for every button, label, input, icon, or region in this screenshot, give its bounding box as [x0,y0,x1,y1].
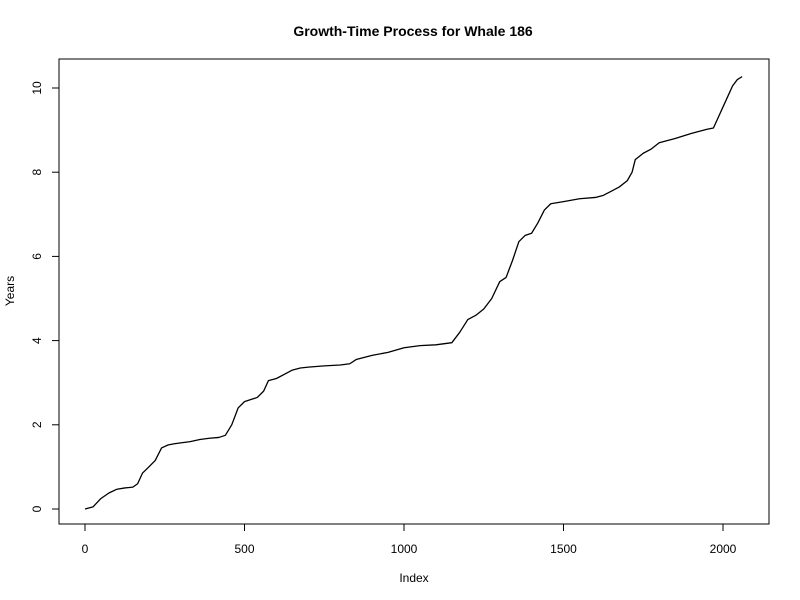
y-axis-label: Years [3,276,17,306]
x-tick-label: 2000 [710,542,737,556]
y-tick-label: 2 [30,421,44,428]
x-tick-label: 1500 [550,542,577,556]
plot-frame [58,58,770,525]
x-axis: 0 500 1000 1500 2000 [82,523,737,556]
chart-title: Growth-Time Process for Whale 186 [293,23,533,39]
x-tick-label: 1000 [391,542,418,556]
x-axis-label: Index [399,571,428,585]
y-tick-label: 0 [30,505,44,512]
x-tick-label: 500 [234,542,254,556]
y-axis: 0 2 4 6 8 10 [30,81,60,512]
y-tick-label: 6 [30,253,44,260]
growth-time-line [84,76,743,510]
y-tick-label: 4 [30,337,44,344]
x-tick-label: 0 [82,542,89,556]
y-tick-label: 10 [30,81,44,95]
y-tick-label: 8 [30,169,44,176]
